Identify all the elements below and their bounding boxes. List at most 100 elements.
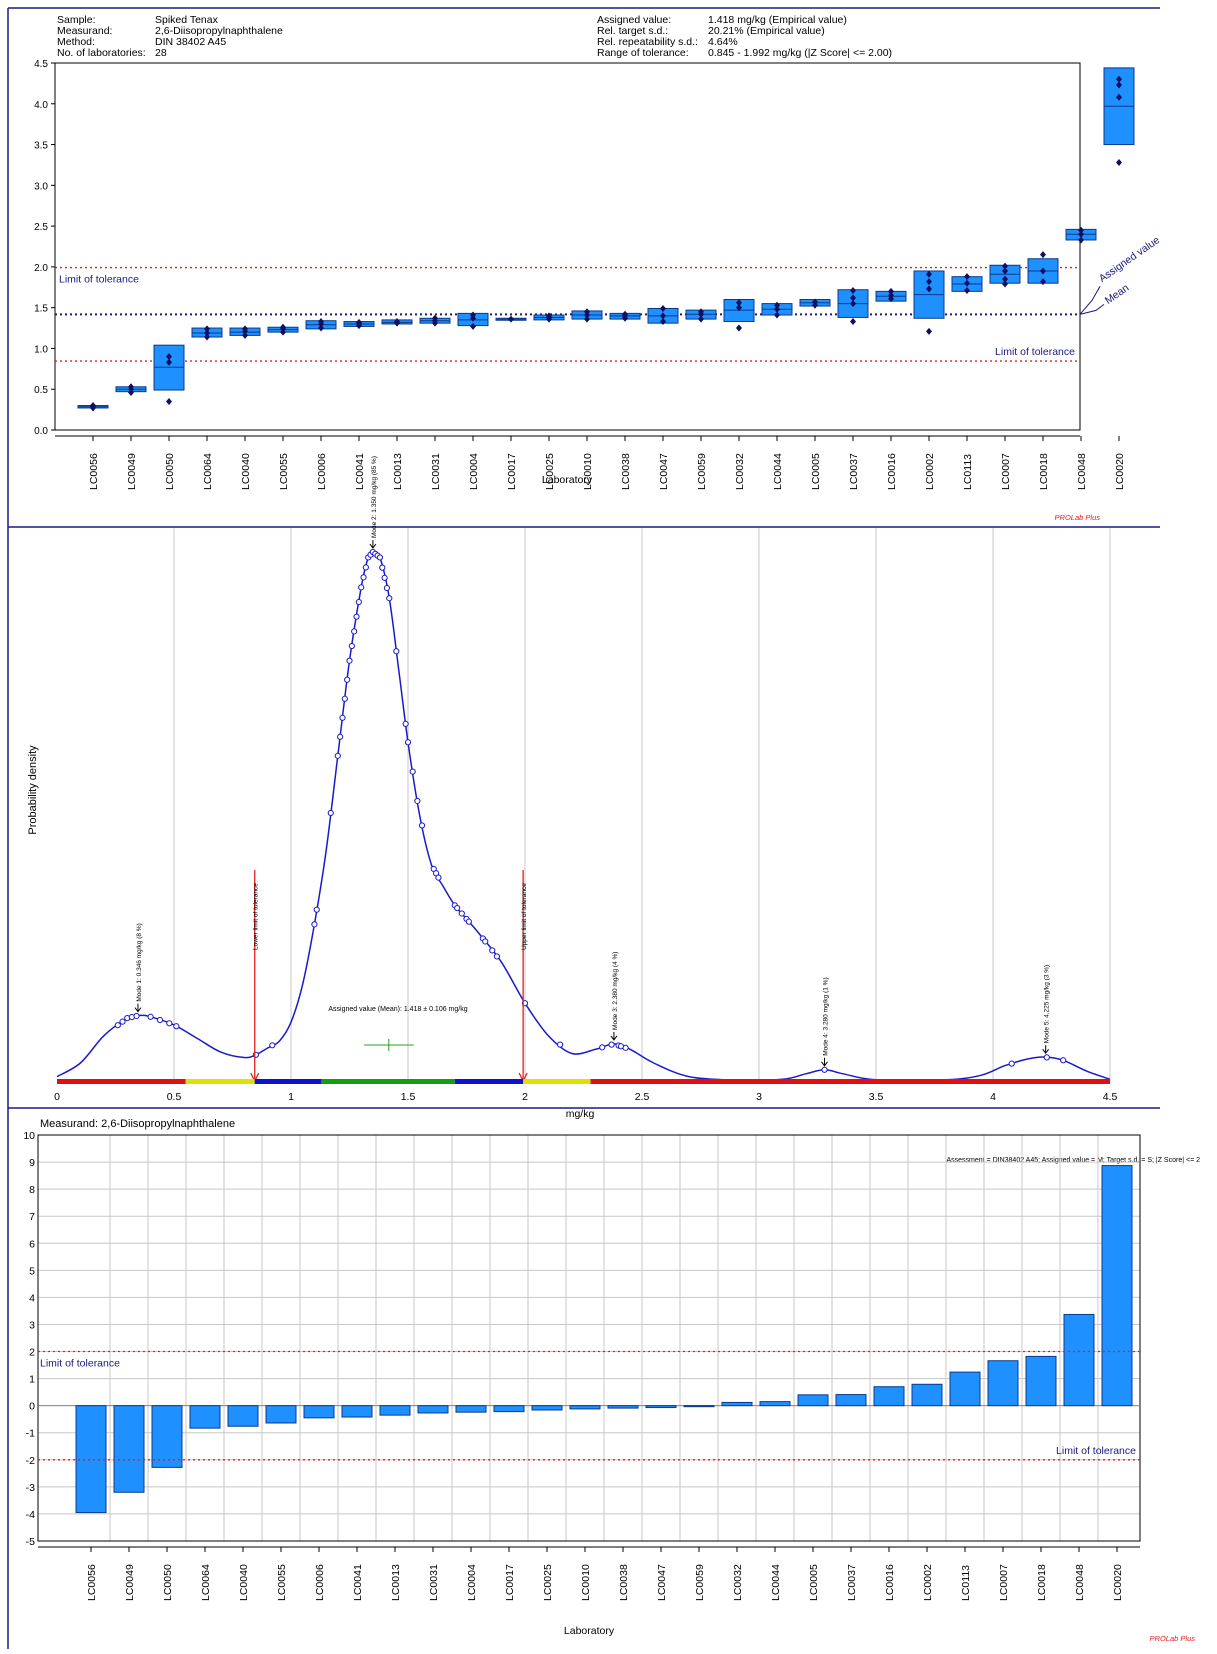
y-tick-label: 0.5 (34, 385, 48, 396)
density-x-tick-label: 3.5 (869, 1091, 884, 1103)
mode-arrow-head (821, 1061, 828, 1067)
zscore-lab-label: LC0006 (314, 1564, 326, 1601)
lab-label: LC0037 (848, 453, 860, 490)
tolerance-band (57, 1079, 186, 1084)
mode-label: Mode 3: 2.380 mg/kg (4 %) (612, 952, 619, 1030)
density-x-tick-label: 0 (54, 1091, 60, 1103)
density-marker (608, 1041, 615, 1048)
lab-point (166, 353, 172, 361)
density-marker (404, 739, 412, 746)
assigned-callout-line (1079, 286, 1101, 315)
zscore-chart-title: Measurand: 2,6-Diisopropylnaphthalene (40, 1118, 235, 1130)
lab-point (736, 304, 742, 312)
density-marker (393, 648, 400, 655)
density-marker (313, 906, 320, 913)
density-marker (383, 584, 391, 592)
header-label-target-sd: Rel. target s.d.: (597, 25, 668, 37)
lab-point (888, 291, 894, 299)
mode-label: Mode 2: 1.350 mg/kg (85 %) (371, 456, 378, 538)
zscore-bar (75, 1405, 107, 1514)
zscore-bar (949, 1371, 981, 1407)
lab-label: LC0056 (88, 453, 100, 490)
header-label-measurand: Measurand: (57, 25, 112, 37)
lab-point (736, 324, 742, 332)
lab-label: LC0040 (240, 453, 252, 490)
zscore-lower-tolerance-label: Limit of tolerance (1056, 1445, 1136, 1457)
lab-point (166, 358, 172, 366)
lab-point (1116, 158, 1122, 166)
zscore-bar (835, 1394, 867, 1407)
density-marker (381, 574, 388, 581)
density-marker (344, 676, 351, 683)
lab-point (926, 278, 932, 286)
y-tick-label: 4.5 (34, 59, 48, 70)
lab-point (660, 318, 666, 326)
header-value-repeatability: 4.64% (708, 36, 738, 48)
lab-point (850, 287, 856, 295)
density-x-tick-label: 0.5 (167, 1091, 182, 1103)
lab-point (432, 314, 438, 322)
zscore-bar (721, 1401, 753, 1407)
zscore-bar (113, 1405, 145, 1493)
tolerance-band (523, 1079, 591, 1084)
density-marker (599, 1044, 606, 1051)
lower-tolerance-label: Limit of tolerance (995, 346, 1075, 358)
header-label-method: Method: (57, 36, 95, 48)
lab-label: LC0010 (582, 453, 594, 490)
zscore-bar (911, 1383, 943, 1407)
lab-label: LC0032 (734, 453, 746, 490)
density-x-axis-title: mg/kg (566, 1108, 595, 1120)
mode-label: Mode 1: 0.346 mg/kg (8 %) (136, 923, 143, 1001)
tolerance-band (185, 1079, 255, 1084)
assigned-density-label: Assigned value (Mean): 1.418 ± 0.106 mg/… (328, 1006, 467, 1013)
density-marker (147, 1013, 154, 1020)
lab-point (508, 315, 514, 323)
lab-point (964, 279, 970, 287)
zscore-lab-label: LC0041 (352, 1564, 364, 1601)
lab-point (204, 329, 210, 337)
tolerance-band (254, 1079, 322, 1084)
zscore-bar (303, 1405, 335, 1419)
lab-label: LC0031 (430, 453, 442, 490)
zscore-y-tick-label: 6 (29, 1238, 35, 1250)
y-tick-label: 4.0 (34, 100, 48, 111)
density-marker (353, 613, 360, 620)
header-value-labs: 28 (155, 47, 167, 59)
lab-point (736, 299, 742, 307)
header-label-assigned: Assigned value: (597, 14, 671, 26)
density-marker (252, 1051, 259, 1058)
density-marker (1043, 1054, 1050, 1061)
zscore-y-tick-label: 3 (29, 1319, 35, 1331)
mode-label: Mode 4: 3.280 mg/kg (1 %) (823, 977, 830, 1055)
zscore-assessment-note: Assessment = DIN38402 A45; Assigned valu… (946, 1157, 1200, 1164)
zscore-bar (341, 1405, 373, 1418)
density-y-axis-title: Probability density (27, 745, 39, 835)
density-x-tick-label: 4 (990, 1091, 996, 1103)
lab-point (546, 312, 552, 320)
zscore-y-tick-label: 10 (23, 1130, 35, 1142)
tolerance-band (590, 1079, 1110, 1084)
lab-point (926, 270, 932, 278)
header-block: Sample: Spiked Tenax Measurand: 2,6-Diis… (57, 14, 892, 59)
zscore-bar (873, 1386, 905, 1407)
zscore-lab-label: LC0017 (504, 1564, 516, 1601)
zscore-bar (797, 1394, 829, 1407)
zscore-bar (379, 1405, 411, 1416)
lab-point (470, 311, 476, 319)
lab-point (850, 300, 856, 308)
zscore-bar (759, 1401, 791, 1407)
zscore-lab-label: LC0113 (960, 1565, 972, 1601)
lab-label: LC0059 (696, 453, 708, 490)
lab-point (318, 318, 324, 326)
lab-label: LC0047 (658, 453, 670, 490)
header-label-labs: No. of laboratories: (57, 47, 146, 59)
lab-point (1002, 280, 1008, 288)
density-marker (458, 910, 465, 917)
mode-label: Mode 5: 4.225 mg/kg (3 %) (1044, 965, 1051, 1043)
zscore-lab-label: LC0064 (200, 1564, 212, 1601)
zscore-y-tick-label: 4 (29, 1292, 35, 1304)
zscore-lab-label: LC0056 (86, 1564, 98, 1601)
zscore-y-tick-label: -4 (26, 1509, 35, 1521)
zscore-lab-label: LC0032 (732, 1564, 744, 1601)
